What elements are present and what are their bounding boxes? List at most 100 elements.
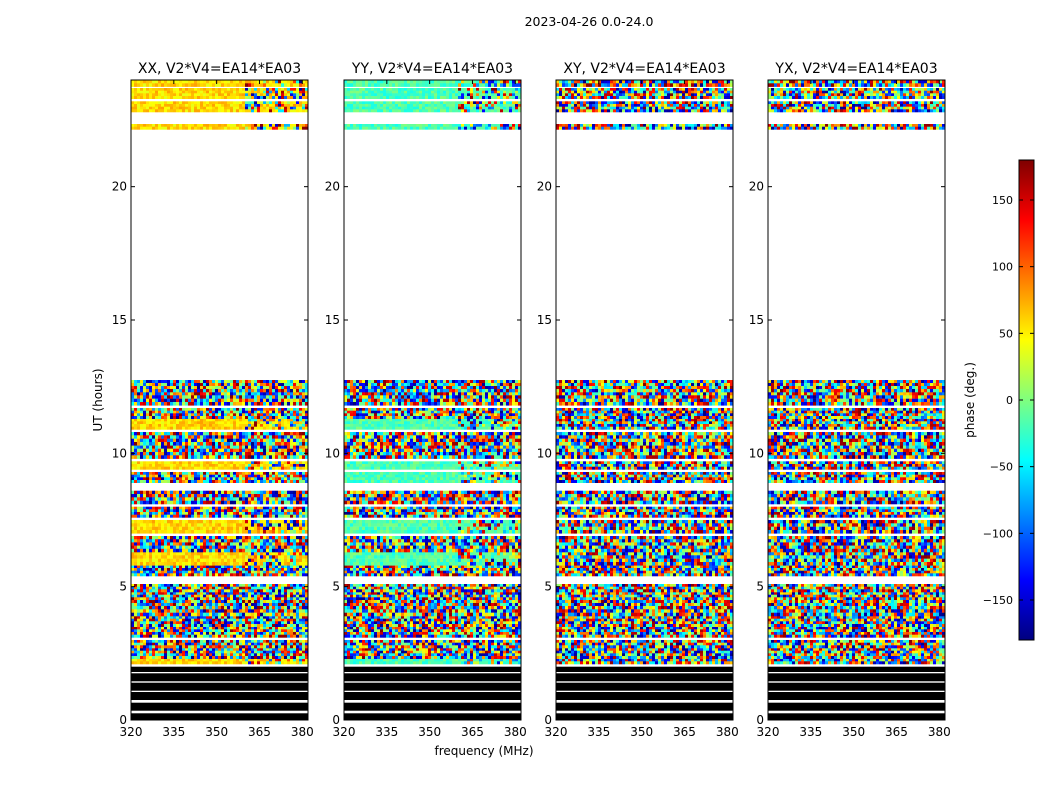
heatmap-cell (296, 627, 299, 630)
heatmap-cell (191, 609, 194, 613)
heatmap-cell (257, 653, 260, 656)
heatmap-cell (233, 661, 236, 664)
heatmap-cell (182, 619, 185, 622)
heatmap-cell (188, 507, 191, 510)
heatmap-cell (245, 432, 248, 436)
heatmap-cell (137, 624, 140, 627)
heatmap-cell (299, 584, 302, 587)
heatmap-cell (254, 512, 257, 515)
heatmap-cell (260, 606, 263, 610)
heatmap-cell (152, 659, 155, 662)
heatmap-cell (197, 587, 200, 590)
heatmap-cell (290, 380, 293, 383)
heatmap-cell (137, 477, 140, 480)
heatmap-cell (290, 539, 293, 543)
heatmap-cell (296, 589, 299, 592)
heatmap-cell (209, 527, 212, 531)
heatmap-cell (272, 609, 275, 613)
heatmap-cell (245, 467, 248, 470)
heatmap-cell (299, 452, 302, 456)
heatmap-cell (158, 477, 161, 480)
heatmap-cell (140, 648, 143, 651)
heatmap-cell (152, 416, 155, 419)
heatmap-cell (173, 509, 176, 512)
heatmap-cell (197, 613, 200, 617)
heatmap-cell (191, 389, 194, 392)
heatmap-cell (164, 571, 167, 574)
heatmap-cell (224, 600, 227, 603)
heatmap-cell (197, 427, 200, 430)
heatmap-cell (203, 472, 206, 475)
heatmap-cell (146, 515, 149, 518)
heatmap-cell (260, 542, 263, 546)
heatmap-cell (242, 383, 245, 386)
heatmap-cell (266, 449, 269, 453)
heatmap-cell (152, 603, 155, 607)
heatmap-cell (293, 402, 296, 406)
heatmap-cell (230, 512, 233, 515)
heatmap-cell (266, 527, 269, 531)
heatmap-cell (293, 452, 296, 456)
heatmap-cell (278, 523, 281, 527)
heatmap-cell (299, 643, 302, 646)
heatmap-cell (173, 507, 176, 510)
heatmap-cell (209, 536, 212, 540)
heatmap-cell (224, 442, 227, 446)
heatmap-cell (272, 383, 275, 386)
heatmap-cell (218, 509, 221, 512)
heatmap-cell (248, 408, 251, 411)
heatmap-cell (293, 621, 296, 624)
heatmap-cell (254, 509, 257, 512)
heatmap-cell (134, 592, 137, 595)
heatmap-cell (209, 651, 212, 654)
heatmap-cell (203, 439, 206, 443)
heatmap-cell (182, 661, 185, 664)
heatmap-cell (176, 507, 179, 510)
heatmap-cell (239, 452, 242, 456)
heatmap-cell (182, 562, 185, 566)
heatmap-cell (236, 442, 239, 446)
heatmap-cell (254, 659, 257, 662)
heatmap-cell (302, 568, 305, 571)
heatmap-cell (143, 571, 146, 574)
heatmap-cell (167, 606, 170, 610)
heatmap-cell (194, 632, 197, 635)
heatmap-cell (278, 542, 281, 546)
heatmap-cell (215, 523, 218, 527)
heatmap-cell (197, 536, 200, 540)
heatmap-cell (230, 427, 233, 430)
heatmap-cell (296, 432, 299, 436)
heatmap-cell (134, 507, 137, 510)
heatmap-cell (200, 592, 203, 595)
heatmap-cell (260, 592, 263, 595)
heatmap-cell (188, 442, 191, 446)
heatmap-cell (209, 613, 212, 617)
heatmap-cell (272, 439, 275, 443)
heatmap-cell (248, 461, 251, 464)
heatmap-cell (134, 408, 137, 411)
heatmap-cell (194, 509, 197, 512)
heatmap-cell (302, 643, 305, 646)
heatmap-cell (278, 475, 281, 478)
heatmap-cell (275, 411, 278, 414)
heatmap-cell (158, 464, 161, 467)
heatmap-cell (242, 589, 245, 592)
heatmap-cell (302, 562, 305, 566)
heatmap-cell (290, 399, 293, 403)
heatmap-cell (164, 559, 167, 563)
heatmap-cell (182, 455, 185, 459)
heatmap-cell (251, 477, 254, 480)
heatmap-cell (188, 619, 191, 622)
heatmap-cell (149, 402, 152, 406)
heatmap-cell (266, 624, 269, 627)
heatmap-cell (287, 395, 290, 399)
heatmap-cell (152, 568, 155, 571)
heatmap-cell (269, 609, 272, 613)
heatmap-cell (236, 587, 239, 590)
heatmap-cell (269, 661, 272, 664)
heatmap-cell (215, 424, 218, 427)
heatmap-cell (185, 515, 188, 518)
heatmap-cell (263, 435, 266, 439)
heatmap-cell (161, 402, 164, 406)
